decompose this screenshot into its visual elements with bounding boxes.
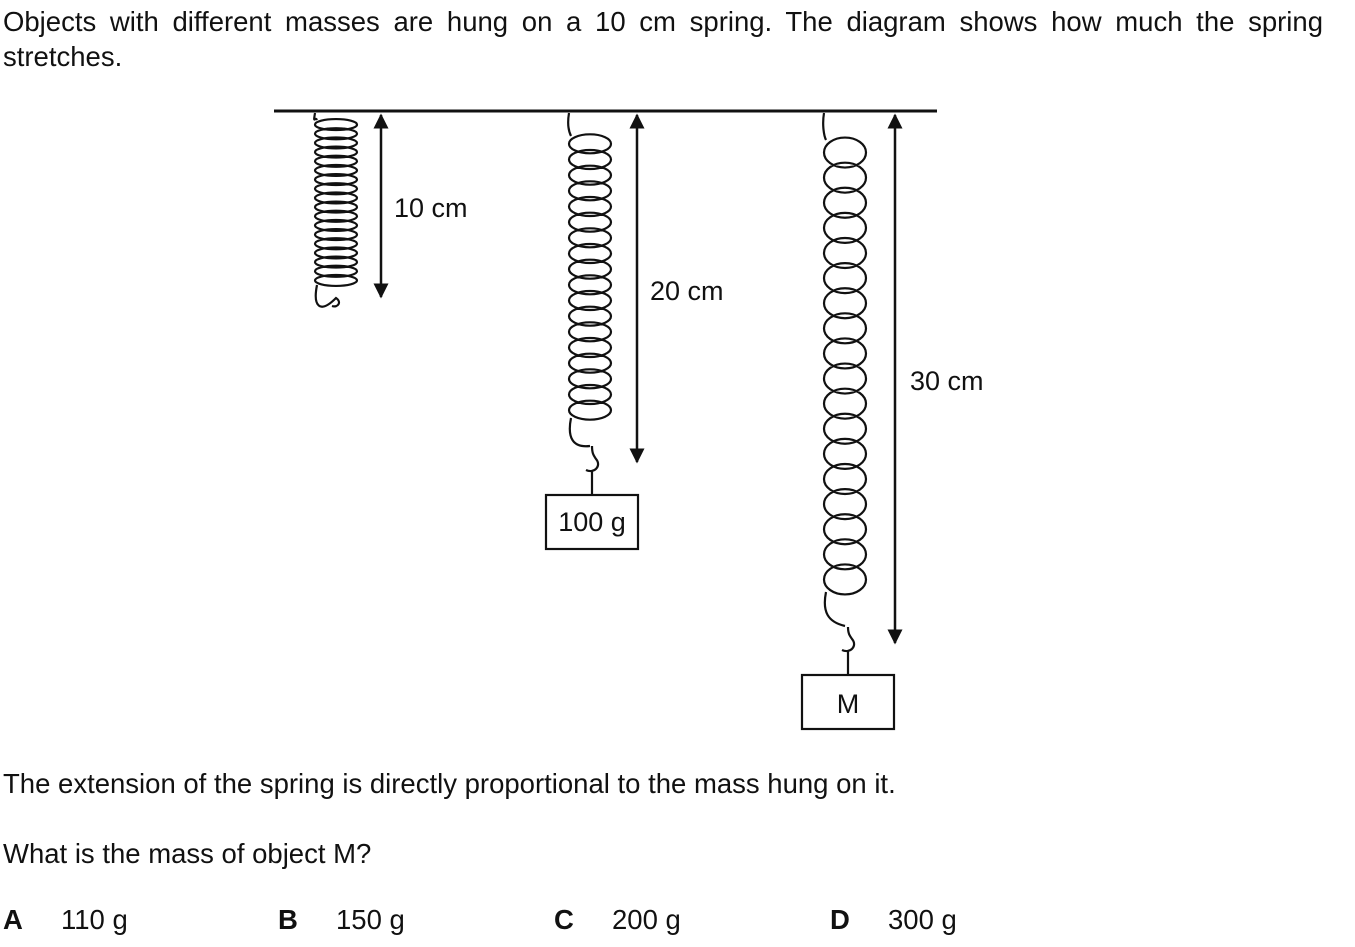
length-label-3: 30 cm (910, 366, 984, 396)
option-a-letter: A (3, 904, 23, 935)
spring-with-mass-m: M 30 cm (800, 112, 984, 731)
option-c-value: 200 g (612, 904, 681, 935)
option-a-value: 110 g (61, 904, 128, 935)
option-d-value: 300 g (888, 904, 957, 935)
option-c[interactable]: C 200 g (554, 902, 681, 937)
spring-coil-1 (313, 112, 359, 308)
option-b[interactable]: B 150 g (278, 902, 405, 937)
length-label-2: 20 cm (650, 276, 724, 306)
option-d-letter: D (830, 904, 850, 935)
option-b-letter: B (278, 904, 298, 935)
spring-coil-3 (822, 112, 868, 628)
option-c-letter: C (554, 904, 574, 935)
length-label-1: 10 cm (394, 193, 468, 223)
hook-3 (841, 626, 856, 675)
spring-coil-2 (567, 112, 613, 448)
proportionality-statement: The extension of the spring is directly … (3, 768, 896, 799)
option-b-value: 150 g (336, 904, 405, 935)
hook-2 (585, 445, 600, 495)
mass-label-m: M (837, 689, 860, 719)
option-d[interactable]: D 300 g (830, 902, 957, 937)
mass-box-100g (544, 493, 640, 551)
intro-text: Objects with different masses are hung o… (3, 6, 1323, 72)
mass-label-100g: 100 g (558, 507, 626, 537)
question-text: What is the mass of object M? (3, 838, 372, 869)
mass-box-m (800, 673, 896, 731)
option-a[interactable]: A 110 g (3, 902, 128, 937)
spring-with-100g: 100 g 20 cm (544, 112, 724, 551)
spring-unloaded: 10 cm (313, 112, 468, 308)
